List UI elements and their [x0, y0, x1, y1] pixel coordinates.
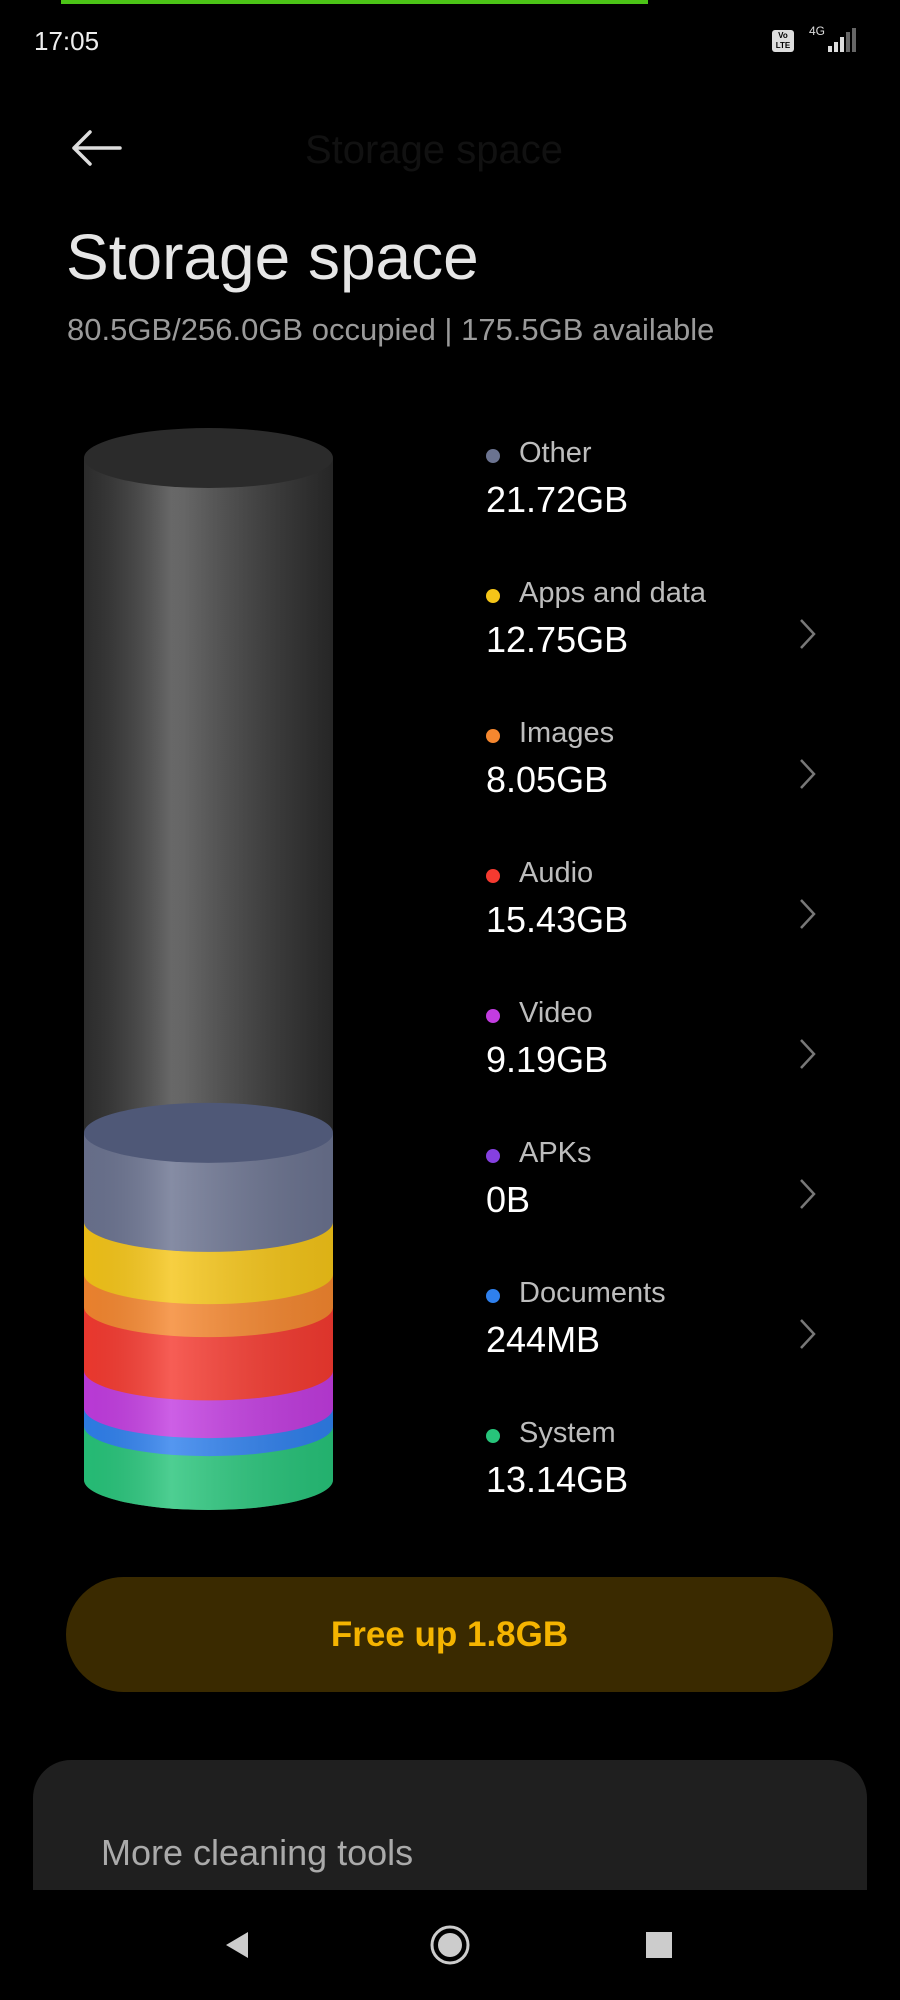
category-label: Images [519, 717, 615, 749]
storage-category-video[interactable]: Video 9.19GB [486, 997, 846, 1117]
page-title: Storage space [66, 221, 479, 293]
category-size: 244MB [486, 1319, 601, 1360]
chevron-right-icon[interactable] [798, 757, 818, 791]
storage-category-images[interactable]: Images 8.05GB [486, 717, 846, 837]
color-dot [486, 1429, 500, 1443]
layer-other [84, 1132, 333, 1252]
color-dot [486, 449, 500, 463]
storage-summary: 80.5GB/256.0GB occupied | 175.5GB availa… [67, 312, 715, 347]
category-size: 15.43GB [486, 899, 629, 940]
storage-category-apps-and-data[interactable]: Apps and data 12.75GB [486, 577, 846, 697]
category-size: 12.75GB [486, 619, 629, 660]
color-dot [486, 869, 500, 883]
storage-cylinder [84, 428, 333, 1510]
category-label: APKs [519, 1137, 592, 1169]
storage-category-audio[interactable]: Audio 15.43GB [486, 857, 846, 977]
progress-indicator [61, 0, 648, 4]
category-label: Documents [519, 1277, 666, 1309]
storage-category-system: System 13.14GB [486, 1417, 846, 1537]
category-size: 13.14GB [486, 1459, 629, 1500]
back-triangle-icon[interactable] [222, 1930, 252, 1960]
storage-category-other: Other 21.72GB [486, 437, 846, 557]
color-dot [486, 1289, 500, 1303]
recents-square-icon[interactable] [645, 1931, 673, 1959]
category-size: 8.05GB [486, 759, 609, 800]
cylinder-top [84, 428, 333, 488]
color-dot [486, 1009, 500, 1023]
status-time: 17:05 [34, 26, 100, 56]
category-size: 9.19GB [486, 1039, 609, 1080]
chevron-right-icon[interactable] [798, 1037, 818, 1071]
chevron-right-icon[interactable] [798, 1177, 818, 1211]
chevron-right-icon[interactable] [798, 1317, 818, 1351]
arrow-left-icon[interactable] [70, 128, 124, 168]
network-type: 4G [809, 24, 826, 38]
header-title: Storage space [305, 128, 563, 172]
color-dot [486, 729, 500, 743]
category-label: Apps and data [519, 577, 707, 609]
category-size: 0B [486, 1179, 531, 1220]
storage-category-documents[interactable]: Documents 244MB [486, 1277, 846, 1397]
color-dot [486, 589, 500, 603]
signal-icon [828, 28, 856, 52]
fill-top-surface [84, 1102, 333, 1163]
free-up-button[interactable]: Free up 1.8GB [66, 1577, 833, 1692]
category-label: Other [519, 437, 592, 469]
color-dot [486, 1149, 500, 1163]
navigation-bar [0, 1890, 900, 2000]
category-size: 21.72GB [486, 479, 629, 520]
chevron-right-icon[interactable] [798, 617, 818, 651]
storage-category-apks[interactable]: APKs 0B [486, 1137, 846, 1257]
category-label: System [519, 1417, 616, 1449]
category-label: Video [519, 997, 593, 1029]
volte-icon: Vo LTE [772, 30, 794, 52]
home-circle-icon[interactable] [429, 1924, 471, 1966]
category-label: Audio [519, 857, 594, 889]
card-title: More cleaning tools [101, 1832, 414, 1873]
chevron-right-icon[interactable] [798, 897, 818, 931]
